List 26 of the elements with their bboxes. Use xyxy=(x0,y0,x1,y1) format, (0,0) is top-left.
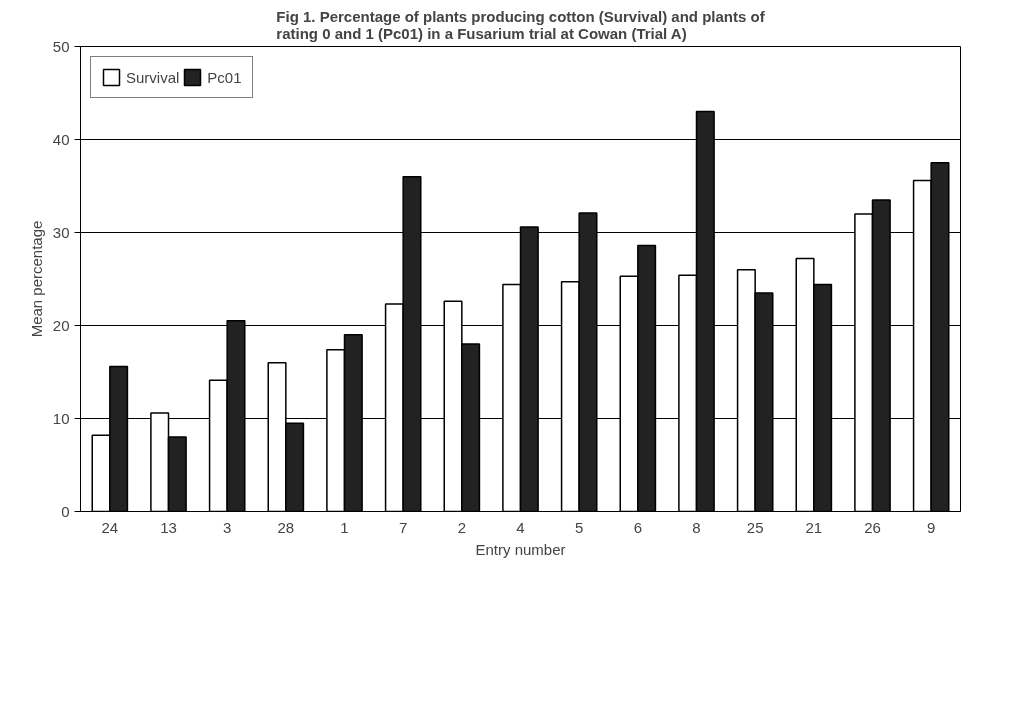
x-tick-label: 5 xyxy=(575,518,584,536)
y-tick-label: 30 xyxy=(52,223,70,241)
y-tick-label: 0 xyxy=(61,502,70,520)
x-tick-label: 7 xyxy=(399,518,408,536)
x-tick-label: 28 xyxy=(277,518,295,536)
x-tick-label: 25 xyxy=(746,518,764,536)
y-tick-label: 50 xyxy=(52,37,70,55)
x-tick-label: 21 xyxy=(805,518,823,536)
y-axis-title: Mean percentage xyxy=(27,220,45,338)
x-axis-title: Entry number xyxy=(475,540,566,558)
x-tick-label: 2 xyxy=(457,518,467,536)
x-tick-label: 9 xyxy=(927,518,936,536)
chart-title: Fig 1. Percentage of plants producing cotton (Survival) and plants of rating 0 and 1 (Pc01) in a Fusarium trial at Cowan (Trial A) xyxy=(276,7,766,42)
x-tick-label: 4 xyxy=(516,518,525,536)
legend-label: Survival xyxy=(126,68,180,86)
y-tick-label: 20 xyxy=(52,316,70,334)
y-tick-label: 40 xyxy=(52,130,70,148)
x-tick-label: 3 xyxy=(223,518,232,536)
x-tick-label: 6 xyxy=(633,518,643,536)
legend-label: Pc01 xyxy=(207,68,242,86)
y-tick-label: 10 xyxy=(52,409,70,427)
x-tick-label: 13 xyxy=(160,518,177,536)
x-tick-label: 1 xyxy=(340,518,349,536)
x-tick-label: 26 xyxy=(864,518,881,536)
x-tick-label: 24 xyxy=(101,518,119,536)
x-tick-label: 8 xyxy=(692,518,701,536)
